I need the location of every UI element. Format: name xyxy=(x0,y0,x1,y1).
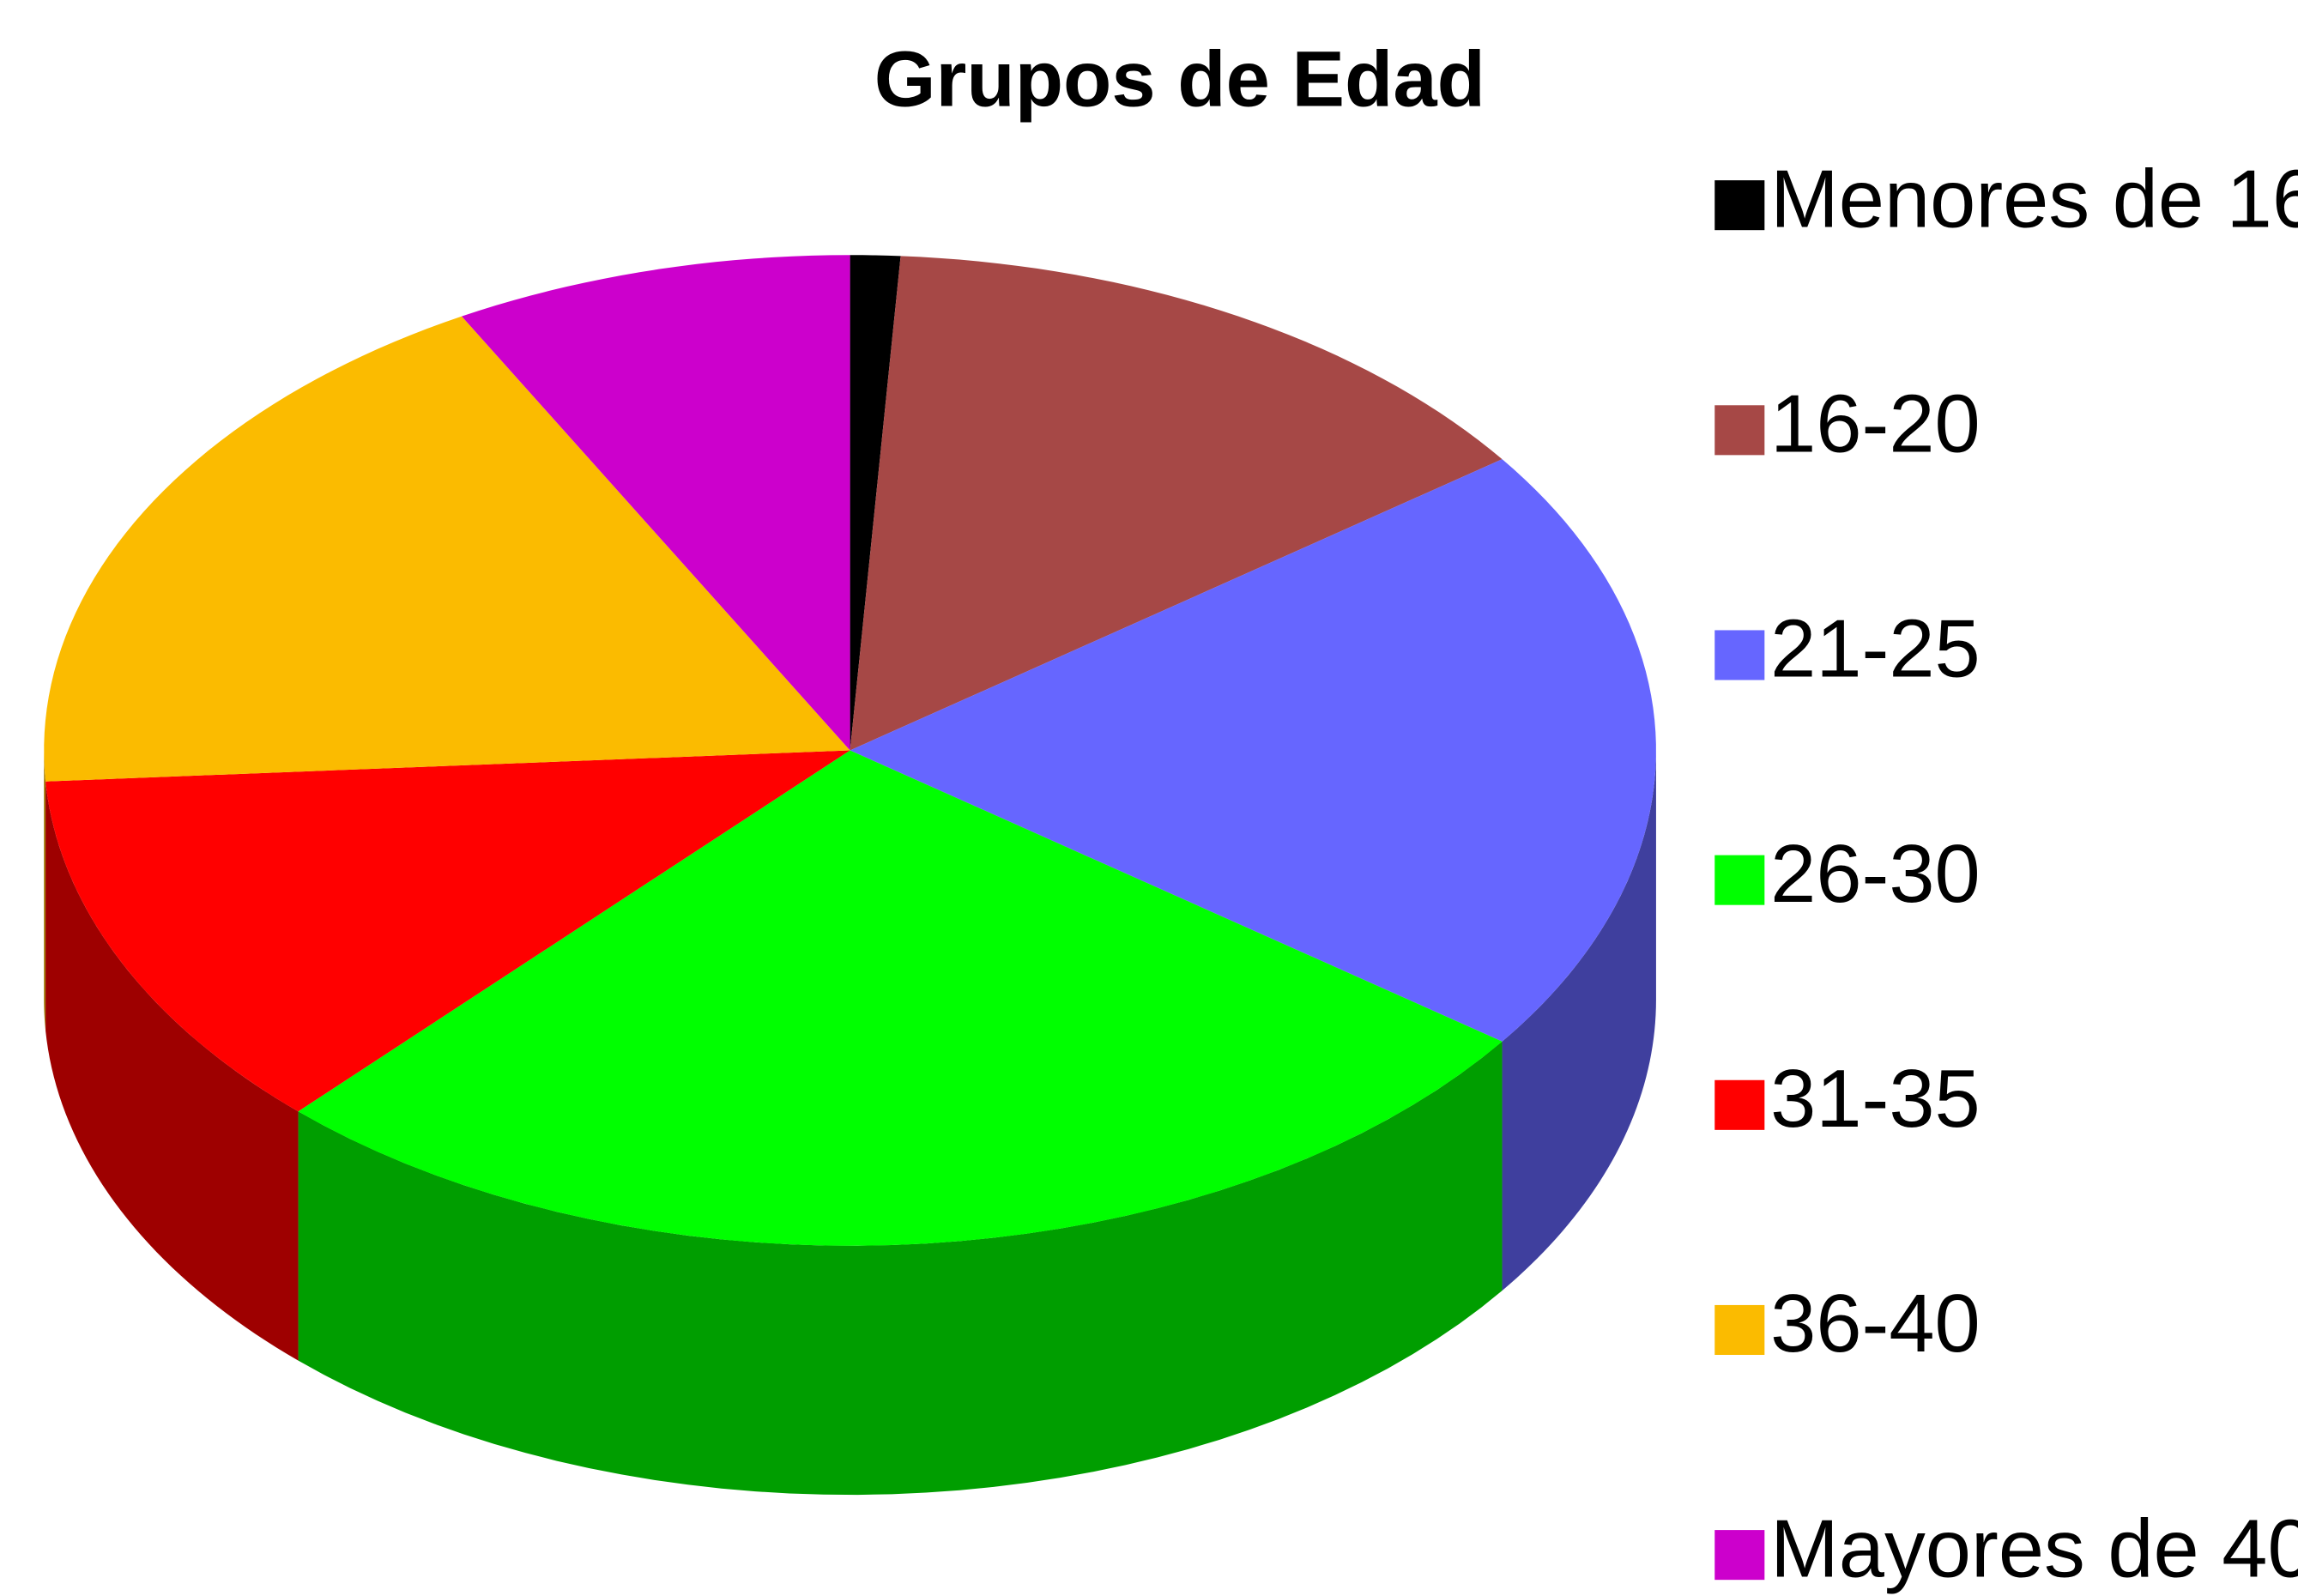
legend-label: 26-30 xyxy=(1770,828,1981,920)
legend-label: Mayores de 40 xyxy=(1770,1502,2298,1594)
pie-side xyxy=(298,1041,1503,1496)
legend-label: 16-20 xyxy=(1770,378,1981,470)
legend-label: 21-25 xyxy=(1770,603,1981,695)
legend-swatch xyxy=(1714,630,1765,680)
pie-side xyxy=(44,750,46,1031)
pie-slice xyxy=(850,255,901,751)
legend-swatch xyxy=(1714,180,1765,231)
legend-swatch xyxy=(1714,1079,1765,1130)
legend-swatch xyxy=(1714,405,1765,456)
pie-side xyxy=(45,781,299,1361)
legend-swatch xyxy=(1714,1304,1765,1356)
pie-slice xyxy=(298,750,1503,1246)
pie-slice xyxy=(462,255,850,751)
pie-slice xyxy=(45,750,850,1112)
chart-title: Grupos de Edad xyxy=(874,34,1485,123)
pie-slice xyxy=(850,459,1656,1042)
pie-slice xyxy=(44,316,850,782)
legend-swatch xyxy=(1714,855,1765,905)
pie-side xyxy=(1502,750,1656,1291)
legend-label: 31-35 xyxy=(1770,1053,1981,1145)
legend-label: Menores de 16 xyxy=(1770,153,2298,245)
legend-swatch xyxy=(1714,1530,1765,1581)
pie-slice xyxy=(850,256,1503,751)
legend-label: 36-40 xyxy=(1770,1278,1981,1369)
